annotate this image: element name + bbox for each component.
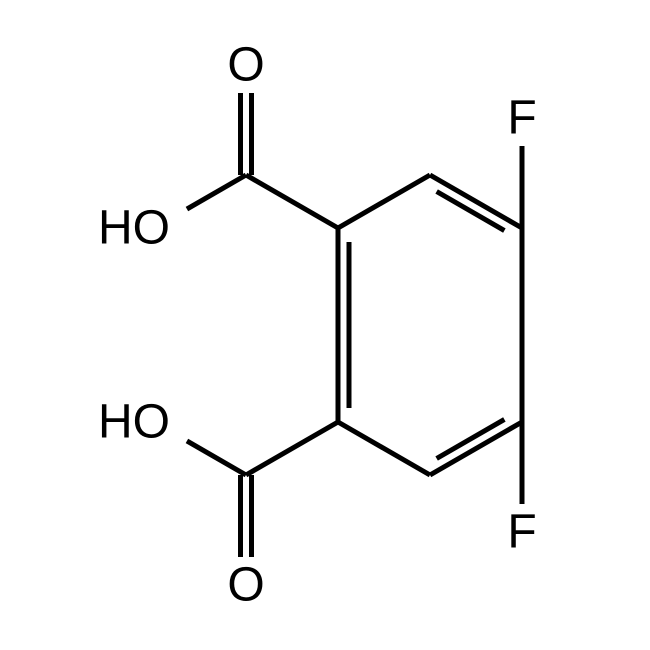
hydroxyl-top-label: HO <box>98 202 170 255</box>
bond-ring-to-cooh-bot <box>246 422 338 475</box>
carbonyl-o-top-label: O <box>227 39 264 92</box>
molecule-diagram: F F O HO O HO <box>0 0 650 650</box>
hydroxyl-bot-label: HO <box>98 396 170 449</box>
fluorine-bot-label: F <box>507 506 536 559</box>
carbonyl-o-bot-label: O <box>227 559 264 612</box>
fluorine-top-label: F <box>507 92 536 145</box>
bond-ring-to-cooh-top <box>246 175 338 228</box>
